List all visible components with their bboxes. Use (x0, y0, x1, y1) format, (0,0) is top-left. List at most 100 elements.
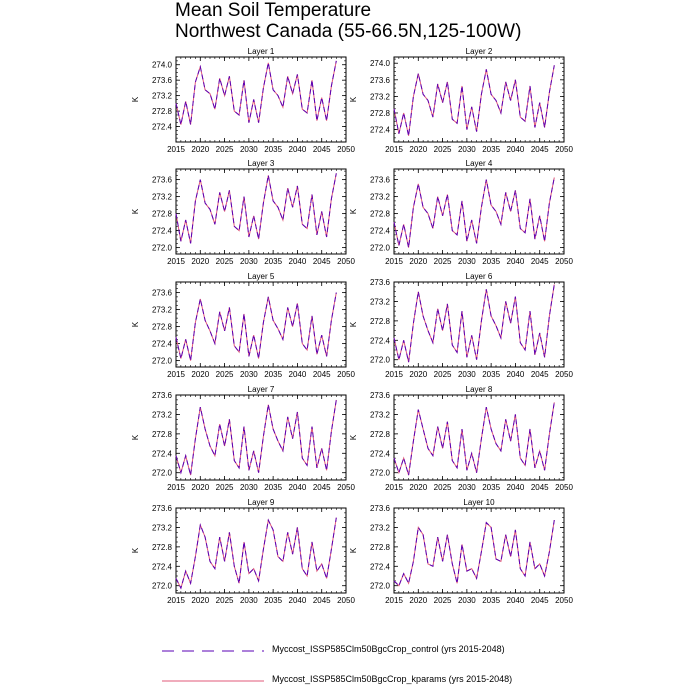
series-line-kparams (175, 173, 337, 244)
y-tick-label: 272.4 (370, 126, 391, 135)
y-axis-label: K (349, 547, 358, 553)
y-tick-label: 272.0 (370, 244, 391, 253)
x-tick-label: 2030 (458, 596, 476, 605)
x-tick-label: 2035 (482, 596, 500, 605)
series-line-kparams (393, 177, 555, 248)
x-tick-label: 2015 (385, 483, 403, 492)
y-tick-label: 272.8 (370, 430, 391, 439)
x-tick-label: 2035 (264, 370, 282, 379)
y-tick-label: 273.2 (152, 306, 173, 315)
x-tick-label: 2040 (289, 370, 307, 379)
y-tick-label: 272.8 (152, 323, 173, 332)
x-tick-label: 2035 (264, 483, 282, 492)
plot-frame (175, 168, 347, 255)
y-tick-label: 272.8 (370, 317, 391, 326)
y-tick-label: 273.2 (370, 297, 391, 306)
panel-layer-5: Layer 5 K 2015 2020 2025 2030 2035 2040 2045 2050… (131, 272, 355, 379)
series-line-kparams (393, 65, 555, 136)
series-line-kparams (175, 399, 337, 476)
x-tick-label: 2025 (434, 257, 452, 266)
panel-layer-6: Layer 6 K 2015 2020 2025 2030 2035 2040 2045 2050… (349, 272, 573, 379)
x-tick-label: 2020 (409, 483, 427, 492)
x-tick-label: 2050 (337, 483, 355, 492)
series-line-control (393, 65, 555, 136)
y-tick-label: 272.0 (370, 356, 391, 365)
x-tick-label: 2030 (240, 596, 258, 605)
x-tick-label: 2020 (191, 145, 209, 154)
panel-layer-7: Layer 7 K 2015 2020 2025 2030 2035 2040 2045 2050… (131, 385, 355, 492)
x-tick-label: 2040 (507, 257, 525, 266)
plot-frame (393, 281, 565, 368)
x-tick-label: 2015 (385, 370, 403, 379)
x-tick-label: 2015 (167, 257, 185, 266)
x-tick-label: 2035 (482, 145, 500, 154)
y-axis-label: K (131, 547, 140, 553)
y-tick-label: 273.2 (370, 410, 391, 419)
y-tick-label: 272.4 (152, 340, 173, 349)
panel-layer-4: Layer 4 K 2015 2020 2025 2030 2035 2040 2045 2050… (349, 159, 573, 266)
x-tick-label: 2050 (555, 257, 573, 266)
panel-title: Layer 2 (466, 47, 493, 56)
x-tick-label: 2030 (240, 257, 258, 266)
series-line-control (393, 284, 555, 363)
y-tick-label: 273.2 (152, 193, 173, 202)
x-tick-label: 2015 (167, 370, 185, 379)
y-tick-label: 272.4 (370, 449, 391, 458)
x-tick-label: 2050 (555, 145, 573, 154)
y-tick-label: 272.0 (152, 357, 173, 366)
panel-title: Layer 8 (466, 385, 493, 394)
y-tick-label: 272.4 (370, 227, 391, 236)
x-tick-label: 2020 (191, 483, 209, 492)
x-tick-label: 2040 (289, 145, 307, 154)
plot-frame (175, 507, 347, 594)
x-tick-label: 2045 (531, 483, 549, 492)
y-tick-label: 272.4 (152, 227, 173, 236)
x-tick-label: 2020 (191, 596, 209, 605)
panel-title: Layer 7 (248, 385, 275, 394)
x-tick-label: 2050 (337, 370, 355, 379)
x-tick-label: 2050 (337, 145, 355, 154)
y-axis-label: K (349, 434, 358, 440)
panel-title: Layer 5 (248, 272, 275, 281)
x-tick-label: 2045 (313, 370, 331, 379)
y-tick-label: 272.4 (152, 123, 173, 132)
x-tick-label: 2015 (385, 145, 403, 154)
legend-label-control: Myccost_ISSP585Clm50BgcCrop_control (yrs… (272, 644, 505, 654)
series-line-control (175, 517, 337, 590)
x-tick-label: 2040 (507, 483, 525, 492)
y-tick-label: 272.4 (370, 336, 391, 345)
x-tick-label: 2030 (458, 257, 476, 266)
legend-label-kparams: Myccost_ISSP585Clm50BgcCrop_kparams (yrs… (272, 674, 513, 684)
x-tick-label: 2050 (337, 596, 355, 605)
series-line-kparams (393, 402, 555, 476)
y-tick-label: 272.0 (152, 469, 173, 478)
x-tick-label: 2030 (240, 483, 258, 492)
x-tick-label: 2035 (264, 596, 282, 605)
y-tick-label: 273.2 (370, 92, 391, 101)
x-tick-label: 2035 (482, 370, 500, 379)
x-tick-label: 2025 (434, 370, 452, 379)
x-tick-label: 2050 (555, 483, 573, 492)
y-tick-label: 272.0 (370, 469, 391, 478)
panel-layer-3: Layer 3 K 2015 2020 2025 2030 2035 2040 2045 2050… (131, 159, 355, 266)
x-tick-label: 2045 (313, 596, 331, 605)
series-line-control (393, 177, 555, 248)
y-axis-label: K (131, 321, 140, 327)
y-tick-label: 272.8 (370, 109, 391, 118)
panel-layer-8: Layer 8 K 2015 2020 2025 2030 2035 2040 2045 2050… (349, 385, 573, 492)
series-line-kparams (175, 292, 337, 361)
y-tick-label: 272.0 (370, 582, 391, 591)
y-axis-label: K (349, 321, 358, 327)
x-tick-label: 2020 (409, 145, 427, 154)
y-tick-label: 272.4 (370, 562, 391, 571)
x-tick-label: 2030 (458, 370, 476, 379)
x-tick-label: 2020 (191, 370, 209, 379)
legend-entry-kparams: Myccost_ISSP585Clm50BgcCrop_kparams (yrs… (160, 674, 680, 688)
x-tick-label: 2050 (337, 257, 355, 266)
x-tick-label: 2020 (409, 370, 427, 379)
x-tick-label: 2035 (264, 145, 282, 154)
x-tick-label: 2025 (216, 370, 234, 379)
x-tick-label: 2045 (531, 257, 549, 266)
x-tick-label: 2025 (216, 483, 234, 492)
x-tick-label: 2040 (507, 145, 525, 154)
